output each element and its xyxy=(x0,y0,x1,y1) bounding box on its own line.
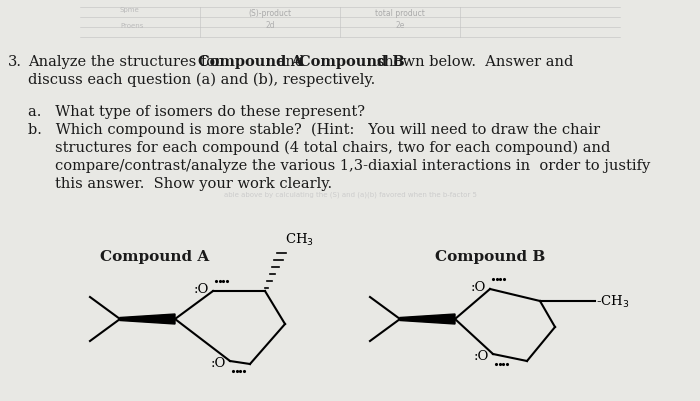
Text: :O: :O xyxy=(474,350,489,363)
Text: structures for each compound (4 total chairs, two for each compound) and: structures for each compound (4 total ch… xyxy=(55,141,610,155)
Text: (S)-product: (S)-product xyxy=(248,10,292,18)
Text: b.   Which compound is more stable?  (Hint:   You will need to draw the chair: b. Which compound is more stable? (Hint:… xyxy=(28,123,600,137)
Text: 2d: 2d xyxy=(265,21,275,30)
Text: Spme: Spme xyxy=(120,7,140,13)
Text: Compound A: Compound A xyxy=(198,55,302,69)
Text: a.   What type of isomers do these represent?: a. What type of isomers do these represe… xyxy=(28,105,365,119)
Text: able above by calculating the (S) and (a)(b) favored when the b-factor 5: able above by calculating the (S) and (a… xyxy=(223,191,477,198)
Text: total product: total product xyxy=(375,10,425,18)
Text: compare/contrast/analyze the various 1,3-diaxial interactions in  order to justi: compare/contrast/analyze the various 1,3… xyxy=(55,159,650,172)
Text: and: and xyxy=(272,55,309,69)
Text: shown below.  Answer and: shown below. Answer and xyxy=(372,55,573,69)
Text: 2e: 2e xyxy=(395,21,405,30)
Text: Analyze the structures for: Analyze the structures for xyxy=(28,55,227,69)
Text: -CH$_3$: -CH$_3$ xyxy=(596,293,629,309)
Polygon shape xyxy=(120,314,175,324)
Text: this answer.  Show your work clearly.: this answer. Show your work clearly. xyxy=(55,176,332,190)
Text: discuss each question (a) and (b), respectively.: discuss each question (a) and (b), respe… xyxy=(28,73,375,87)
Polygon shape xyxy=(400,314,455,324)
Text: Compound B: Compound B xyxy=(299,55,405,69)
Text: :O: :O xyxy=(470,281,486,294)
Text: Proens: Proens xyxy=(120,23,144,29)
Text: :O: :O xyxy=(194,283,209,296)
Text: Compound A: Compound A xyxy=(100,249,209,263)
Text: :O: :O xyxy=(211,356,226,370)
Text: Compound B: Compound B xyxy=(435,249,545,263)
Text: CH$_3$: CH$_3$ xyxy=(285,231,314,247)
Text: 3.: 3. xyxy=(8,55,22,69)
